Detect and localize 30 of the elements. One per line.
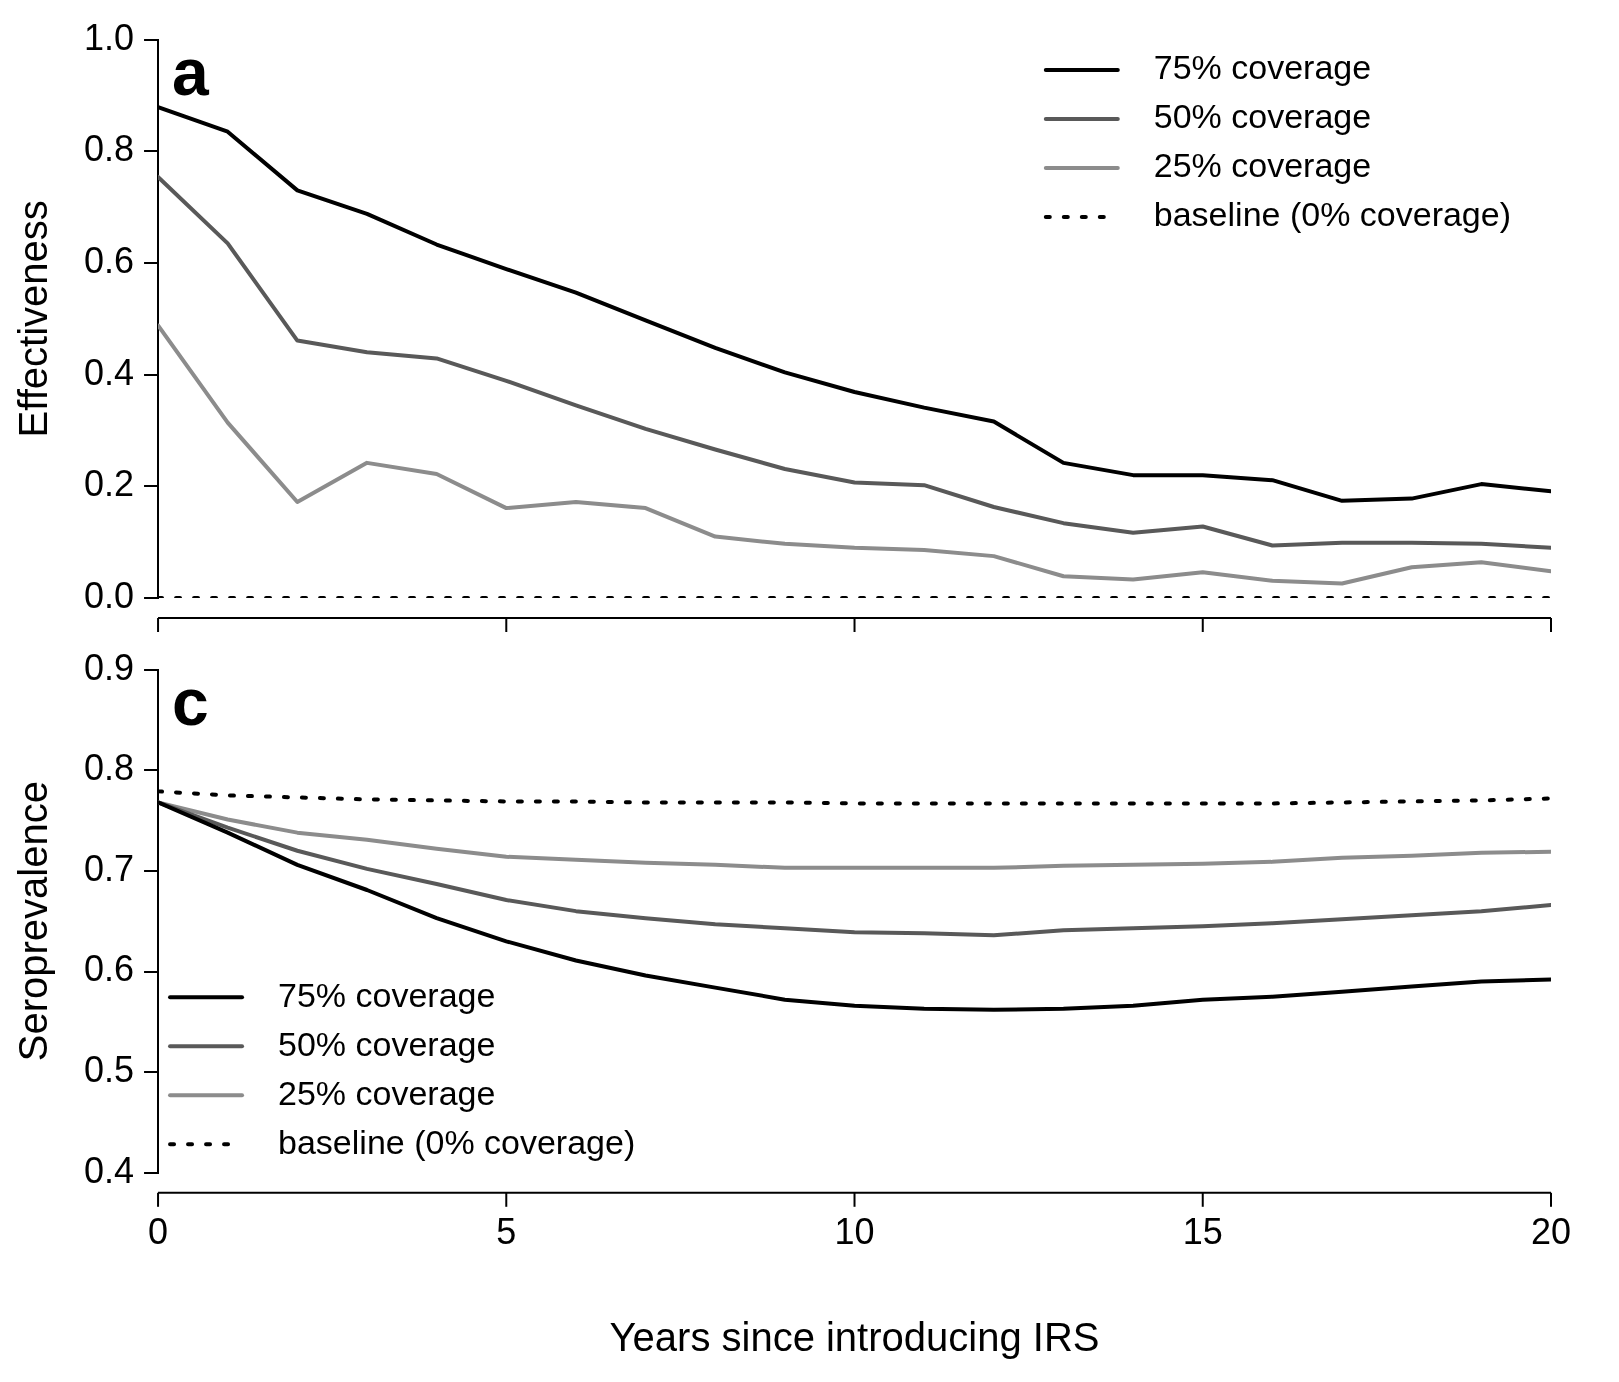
legend-label: baseline (0% coverage) [278,1122,636,1161]
chart-title: c [172,664,209,739]
y-tick-label: 0.5 [84,1049,135,1091]
y-tick-label: 1.0 [84,16,135,58]
x-tick-label: 0 [148,1211,169,1253]
y-axis-title: Seroprevalence [11,781,56,1062]
y-axis-title: Effectiveness [11,200,56,438]
y-tick-label: 0.9 [84,646,135,688]
x-tick-label: 15 [1182,1211,1223,1253]
y-tick-label: 0.8 [84,128,135,170]
x-tick-label: 20 [1530,1211,1571,1253]
legend-label: 50% coverage [1153,97,1372,136]
y-tick-label: 0.4 [84,351,135,393]
y-tick-label: 0.6 [84,948,135,990]
x-axis-title: Years since introducing IRS [609,1315,1100,1360]
x-tick-label: 5 [496,1211,517,1253]
legend-label: 50% coverage [278,1024,496,1063]
y-tick-label: 0.4 [84,1149,135,1191]
y-tick-label: 0.6 [84,239,135,281]
legend-label: baseline (0% coverage) [1153,195,1511,234]
legend-label: 75% coverage [278,975,496,1014]
y-tick-label: 0.0 [84,574,135,616]
chart-title: a [172,34,211,109]
legend-label: 75% coverage [1153,48,1372,87]
x-tick-label: 10 [834,1211,875,1253]
y-tick-label: 0.2 [84,463,135,505]
y-tick-label: 0.7 [84,847,135,889]
legend-label: 25% coverage [1153,146,1372,185]
legend-label: 25% coverage [278,1073,496,1112]
y-tick-label: 0.8 [84,747,135,789]
